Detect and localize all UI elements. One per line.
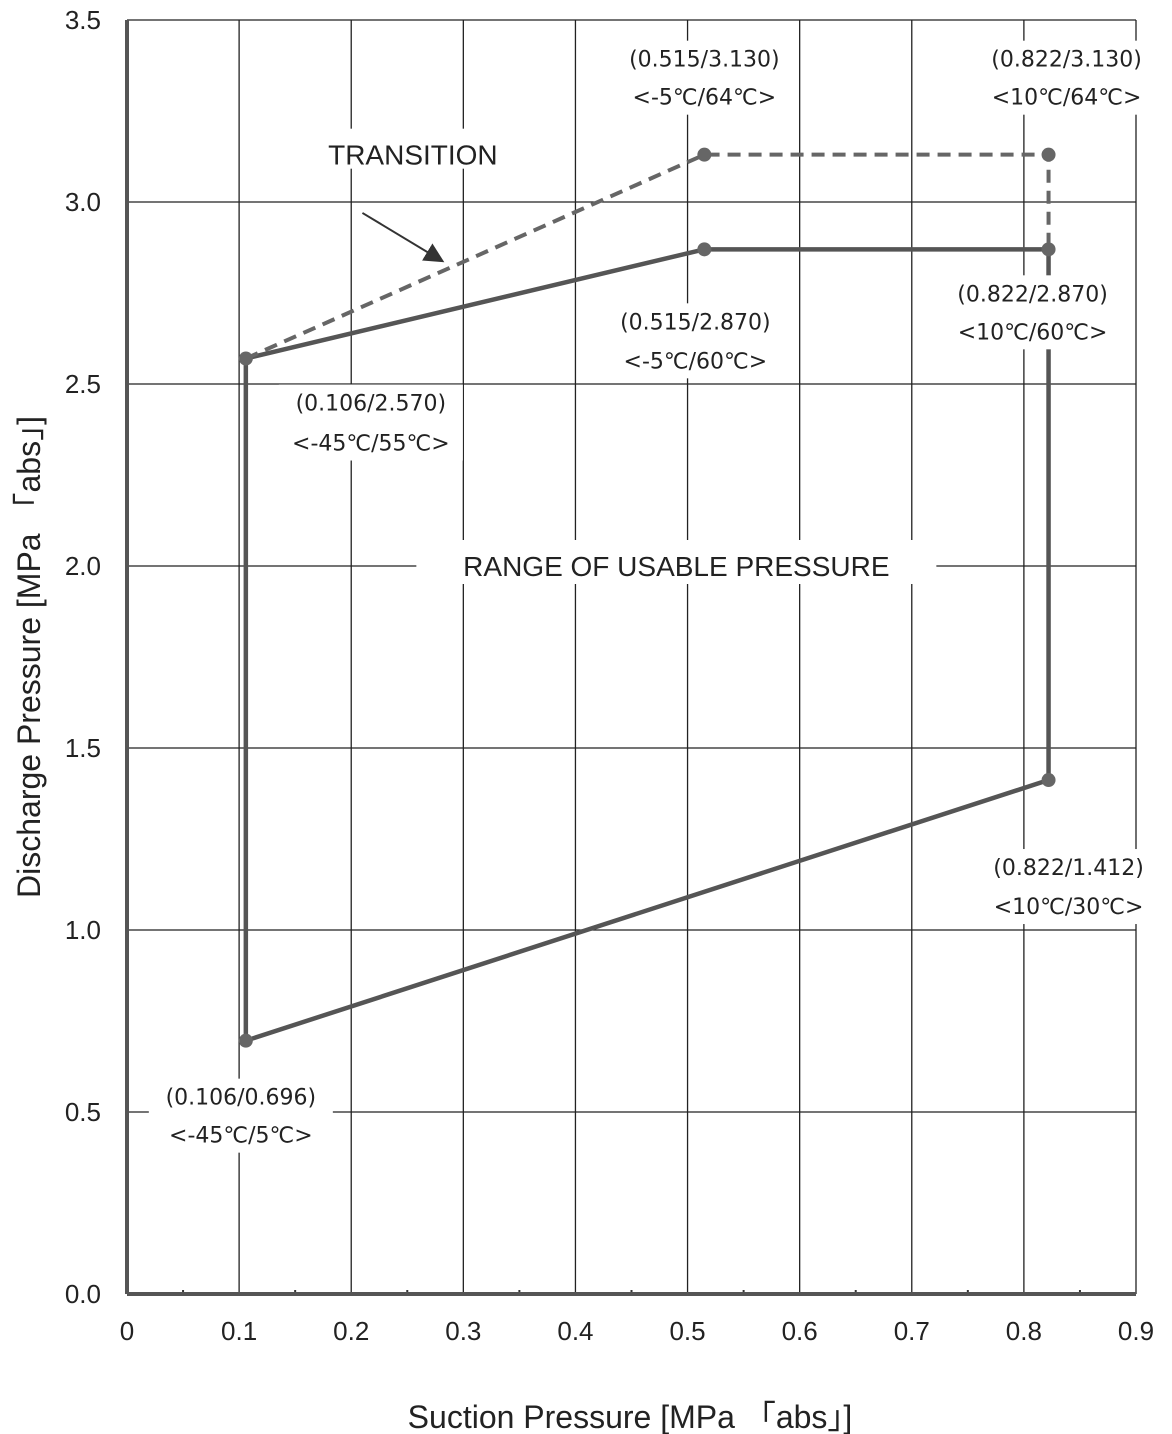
range-label-background	[416, 540, 937, 584]
annotation-temperature: <-5℃/60℃>	[624, 349, 768, 374]
annotation-coordinate: (0.822/1.412)	[993, 856, 1144, 881]
annotation-temperature: <10℃/64℃>	[992, 86, 1142, 111]
annotation-temperature: <-45℃/5℃>	[169, 1124, 313, 1149]
axes	[125, 20, 1136, 1296]
transition-label-background	[312, 128, 513, 169]
annotation-coordinate: (0.822/3.130)	[991, 48, 1142, 73]
y-tick-label: 3.0	[65, 187, 101, 217]
x-tick-label: 0.8	[1006, 1316, 1042, 1346]
y-tick-label: 2.0	[65, 551, 101, 581]
annotation-temperature: <10℃/60℃>	[958, 320, 1108, 345]
annotation-layer: (0.515/3.130) <-5℃/64℃> (0.822/3.130) <10℃/…	[148, 40, 1161, 1153]
annotation-temperature: <10℃/30℃>	[994, 895, 1144, 920]
y-tick-label: 0.5	[65, 1097, 101, 1127]
transition-series-line	[245, 152, 1051, 361]
annotation-coordinate: (0.106/0.696)	[166, 1086, 317, 1111]
annotation-background	[976, 849, 1161, 925]
grid	[127, 19, 1137, 1294]
x-tick-label: 0	[120, 1316, 134, 1346]
x-tick-label: 0.1	[221, 1316, 257, 1346]
x-tick-label: 0.4	[557, 1316, 593, 1346]
annotation-background	[603, 303, 788, 379]
annotation-temperature: <-5℃/64℃>	[633, 86, 777, 111]
x-tick-label: 0.5	[669, 1316, 705, 1346]
annotation-background	[940, 275, 1125, 350]
range-label: RANGE OF USABLE PRESSURE	[463, 551, 889, 582]
transition-label: TRANSITION	[328, 140, 498, 171]
annotation-coordinate: (0.515/2.870)	[620, 310, 771, 335]
x-tick-label: 0.9	[1118, 1316, 1154, 1346]
annotation-temperature: <-45℃/55℃>	[292, 432, 450, 457]
annotation-background	[974, 40, 1159, 115]
tick-layer: 0 0.1 0.2 0.3 0.4 0.5 0.6 0.7 0.8 0.9 0.0 0.5 1.0 1.5…	[65, 5, 1154, 1346]
data-point-marker	[697, 147, 712, 162]
data-point-marker	[1041, 147, 1056, 162]
data-point-marker	[1041, 242, 1056, 257]
annotation-coordinate: (0.822/2.870)	[957, 282, 1108, 307]
y-tick-label: 3.5	[65, 5, 101, 35]
y-tick-label: 1.0	[65, 915, 101, 945]
annotation-background	[278, 384, 463, 461]
data-point-marker	[697, 242, 712, 257]
data-point-marker	[238, 351, 253, 366]
annotation-background	[148, 1078, 333, 1153]
x-axis-title: Suction Pressure [MPa 「abs」]	[408, 1399, 853, 1434]
annotation-coordinate: (0.515/3.130)	[629, 48, 780, 73]
x-tick-label: 0.2	[333, 1316, 369, 1346]
y-axis-title: Discharge Pressure [MPa 「abs」]	[11, 416, 47, 898]
annotation-coordinate: (0.106/2.570)	[296, 392, 447, 417]
series-layer	[238, 147, 1056, 1048]
usable-range-series-line	[243, 247, 1051, 1043]
annotation-background	[612, 40, 797, 115]
y-tick-label: 1.5	[65, 733, 101, 763]
data-point-marker	[238, 1033, 253, 1048]
x-tick-label: 0.7	[894, 1316, 930, 1346]
x-tick-label: 0.6	[782, 1316, 818, 1346]
y-tick-label: 2.5	[65, 369, 101, 399]
data-point-marker	[1041, 773, 1056, 788]
x-tick-label: 0.3	[445, 1316, 481, 1346]
transition-arrow	[361, 212, 445, 263]
y-tick-label: 0.0	[65, 1279, 101, 1309]
